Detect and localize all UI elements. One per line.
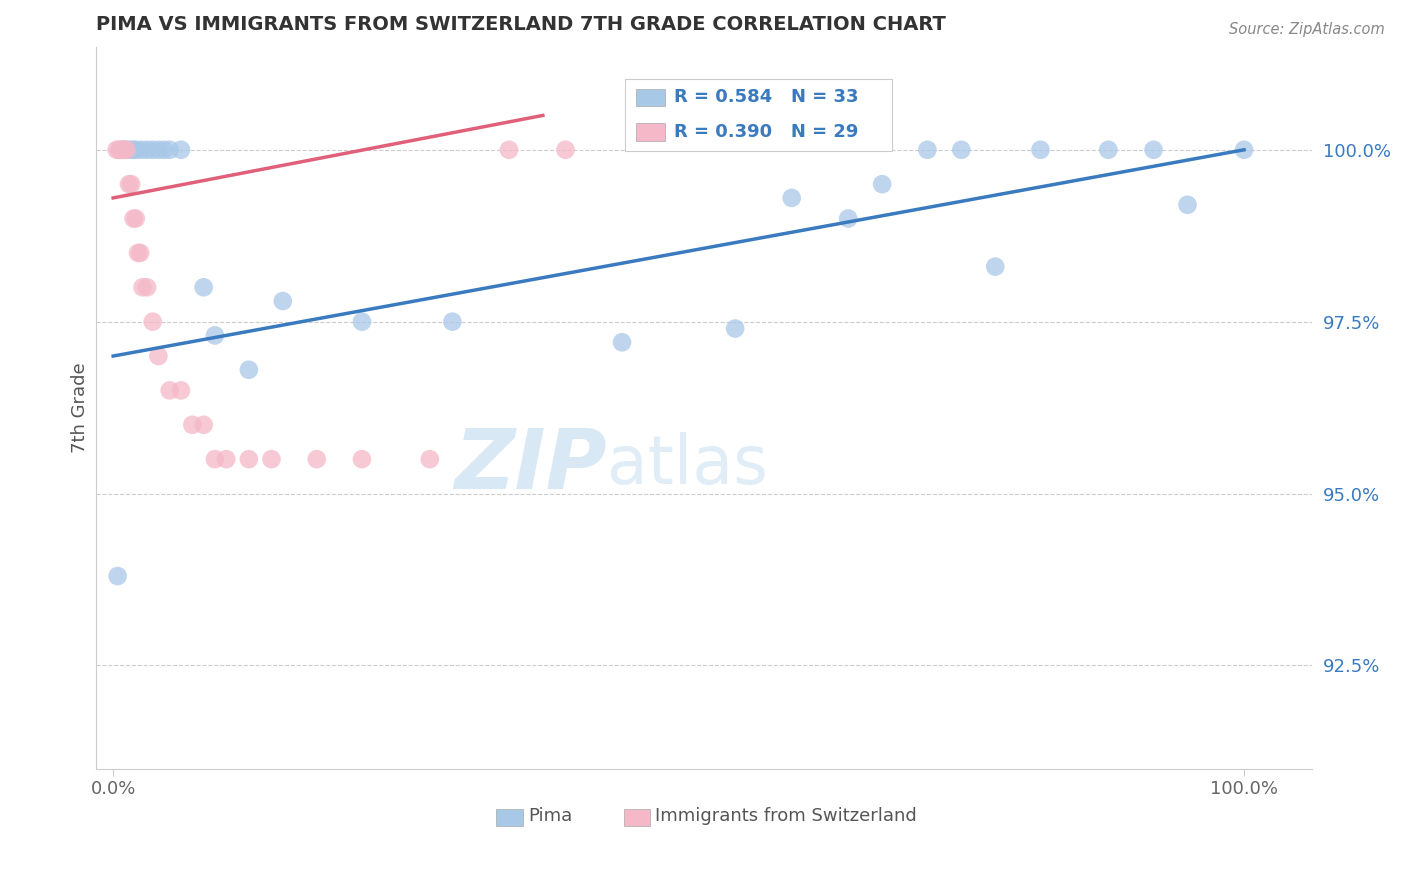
Point xyxy=(1097,143,1119,157)
Point xyxy=(122,143,145,157)
Point xyxy=(610,335,633,350)
FancyBboxPatch shape xyxy=(636,88,665,106)
Point xyxy=(419,452,441,467)
Point xyxy=(129,246,152,260)
Point xyxy=(950,143,973,157)
Point xyxy=(780,191,803,205)
Point xyxy=(238,363,260,377)
Point xyxy=(170,384,193,398)
Point xyxy=(441,315,464,329)
Point xyxy=(305,452,328,467)
Point xyxy=(159,143,181,157)
Text: Source: ZipAtlas.com: Source: ZipAtlas.com xyxy=(1229,22,1385,37)
Point xyxy=(271,293,294,308)
Point xyxy=(131,143,153,157)
Point xyxy=(125,211,148,226)
Point xyxy=(142,315,165,329)
Point xyxy=(142,143,165,157)
Point xyxy=(111,143,134,157)
Y-axis label: 7th Grade: 7th Grade xyxy=(72,362,89,453)
Point xyxy=(148,143,170,157)
Point xyxy=(204,452,226,467)
Text: Pima: Pima xyxy=(527,807,572,825)
Text: ZIP: ZIP xyxy=(454,425,607,506)
Point xyxy=(120,177,142,191)
Point xyxy=(181,417,204,432)
Point xyxy=(238,452,260,467)
Point xyxy=(122,211,145,226)
Text: Immigrants from Switzerland: Immigrants from Switzerland xyxy=(655,807,917,825)
Point xyxy=(193,417,215,432)
Text: R = 0.584   N = 33: R = 0.584 N = 33 xyxy=(673,88,858,106)
Point xyxy=(125,143,148,157)
Point xyxy=(837,211,859,226)
Point xyxy=(108,143,131,157)
Text: atlas: atlas xyxy=(607,433,768,499)
Point xyxy=(170,143,193,157)
Point xyxy=(114,143,136,157)
Point xyxy=(917,143,939,157)
Point xyxy=(204,328,226,343)
Point xyxy=(136,280,159,294)
Text: PIMA VS IMMIGRANTS FROM SWITZERLAND 7TH GRADE CORRELATION CHART: PIMA VS IMMIGRANTS FROM SWITZERLAND 7TH … xyxy=(96,15,946,34)
Point xyxy=(554,143,576,157)
Point xyxy=(131,280,153,294)
Point xyxy=(148,349,170,363)
Point xyxy=(127,246,149,260)
Point xyxy=(153,143,176,157)
Point xyxy=(118,177,141,191)
Point xyxy=(215,452,238,467)
FancyBboxPatch shape xyxy=(626,79,893,152)
Point xyxy=(1142,143,1164,157)
Point xyxy=(111,143,134,157)
Point xyxy=(260,452,283,467)
Point xyxy=(136,143,159,157)
Point xyxy=(159,384,181,398)
Point xyxy=(350,315,373,329)
Point xyxy=(1029,143,1052,157)
FancyBboxPatch shape xyxy=(636,123,665,141)
Point xyxy=(115,143,138,157)
Point xyxy=(107,569,129,583)
Text: R = 0.390   N = 29: R = 0.390 N = 29 xyxy=(673,123,858,141)
Point xyxy=(193,280,215,294)
Point xyxy=(115,143,138,157)
Point xyxy=(350,452,373,467)
Point xyxy=(114,143,136,157)
FancyBboxPatch shape xyxy=(496,809,523,826)
Point xyxy=(724,321,747,335)
FancyBboxPatch shape xyxy=(624,809,651,826)
Point xyxy=(870,177,893,191)
Point xyxy=(107,143,129,157)
Point xyxy=(105,143,128,157)
Point xyxy=(1177,198,1199,212)
Point xyxy=(498,143,520,157)
Point xyxy=(1233,143,1256,157)
Point xyxy=(984,260,1007,274)
Point xyxy=(120,143,142,157)
